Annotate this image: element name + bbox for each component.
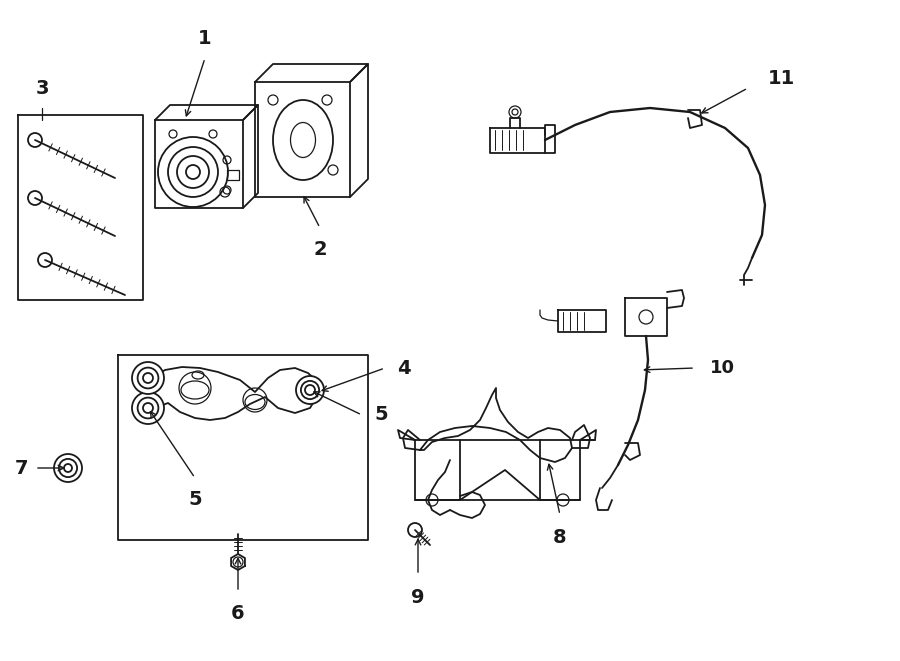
Circle shape — [54, 454, 82, 482]
Text: 11: 11 — [768, 69, 796, 87]
Text: 6: 6 — [231, 604, 245, 623]
Circle shape — [132, 392, 164, 424]
Circle shape — [296, 376, 324, 404]
Text: 5: 5 — [188, 490, 202, 509]
Text: 2: 2 — [313, 240, 327, 259]
Circle shape — [132, 362, 164, 394]
Text: 10: 10 — [710, 359, 735, 377]
Text: 8: 8 — [554, 528, 567, 547]
Text: 1: 1 — [198, 29, 212, 48]
Text: 7: 7 — [15, 459, 29, 477]
Text: 4: 4 — [397, 358, 410, 377]
Text: 9: 9 — [411, 588, 425, 607]
Text: 3: 3 — [35, 79, 49, 98]
Text: 5: 5 — [374, 405, 388, 424]
